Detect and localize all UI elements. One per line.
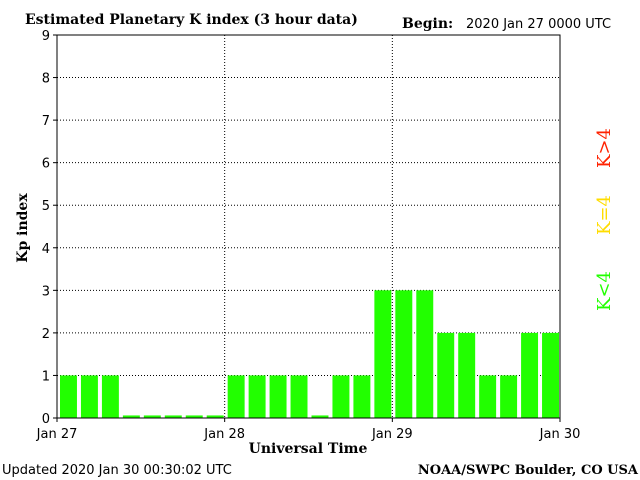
kp-bar xyxy=(185,415,203,418)
y-tick-label: 1 xyxy=(42,369,50,384)
kp-bar xyxy=(437,332,455,418)
legend-low: K<4 xyxy=(594,271,615,311)
kp-bar xyxy=(395,290,413,418)
kp-bar xyxy=(206,415,224,418)
y-tick-label: 8 xyxy=(42,72,50,87)
y-tick-label: 6 xyxy=(42,157,50,172)
kp-bar xyxy=(311,415,329,418)
kp-bar xyxy=(290,375,308,418)
begin-value: 2020 Jan 27 0000 UTC xyxy=(466,17,611,32)
y-tick-label: 3 xyxy=(42,284,50,299)
legend-mid: K=4 xyxy=(594,195,615,235)
kp-bar xyxy=(458,332,476,418)
kp-bar xyxy=(122,415,140,418)
kp-bar xyxy=(416,290,434,418)
chart-title: Estimated Planetary K index (3 hour data… xyxy=(25,12,358,28)
plot-frame xyxy=(56,34,561,419)
legend-high: K>4 xyxy=(594,128,615,168)
kp-bar xyxy=(101,375,119,418)
kp-bar xyxy=(269,375,287,418)
begin-label: Begin: xyxy=(402,16,453,32)
y-tick-label: 5 xyxy=(42,199,50,214)
kp-bar xyxy=(500,375,518,418)
x-tick-label: Jan 28 xyxy=(203,427,245,442)
x-tick-label: Jan 30 xyxy=(539,427,581,442)
kp-bar xyxy=(80,375,98,418)
y-tick-label: 2 xyxy=(42,327,50,342)
kp-bar xyxy=(248,375,266,418)
y-tick-label: 7 xyxy=(42,114,50,129)
y-tick-label: 0 xyxy=(42,412,50,427)
kp-bar xyxy=(479,375,497,418)
kp-bar xyxy=(332,375,350,418)
x-axis-label: Universal Time xyxy=(249,441,368,457)
kp-bar xyxy=(374,290,392,418)
kp-bar xyxy=(521,332,539,418)
kp-bar xyxy=(227,375,245,418)
kp-bar xyxy=(542,332,559,418)
updated-timestamp: Updated 2020 Jan 30 00:30:02 UTC xyxy=(2,463,232,478)
x-tick-label: Jan 29 xyxy=(371,427,413,442)
kp-bar xyxy=(60,375,77,418)
x-tick-label: Jan 27 xyxy=(36,427,78,442)
kp-bar xyxy=(164,415,182,418)
y-tick-label: 4 xyxy=(42,242,50,257)
y-axis-label: Kp index xyxy=(15,193,31,263)
source-credit: NOAA/SWPC Boulder, CO USA xyxy=(418,463,639,478)
y-tick-label: 9 xyxy=(42,29,50,44)
kp-bar xyxy=(143,415,161,418)
kp-bar xyxy=(353,375,371,418)
